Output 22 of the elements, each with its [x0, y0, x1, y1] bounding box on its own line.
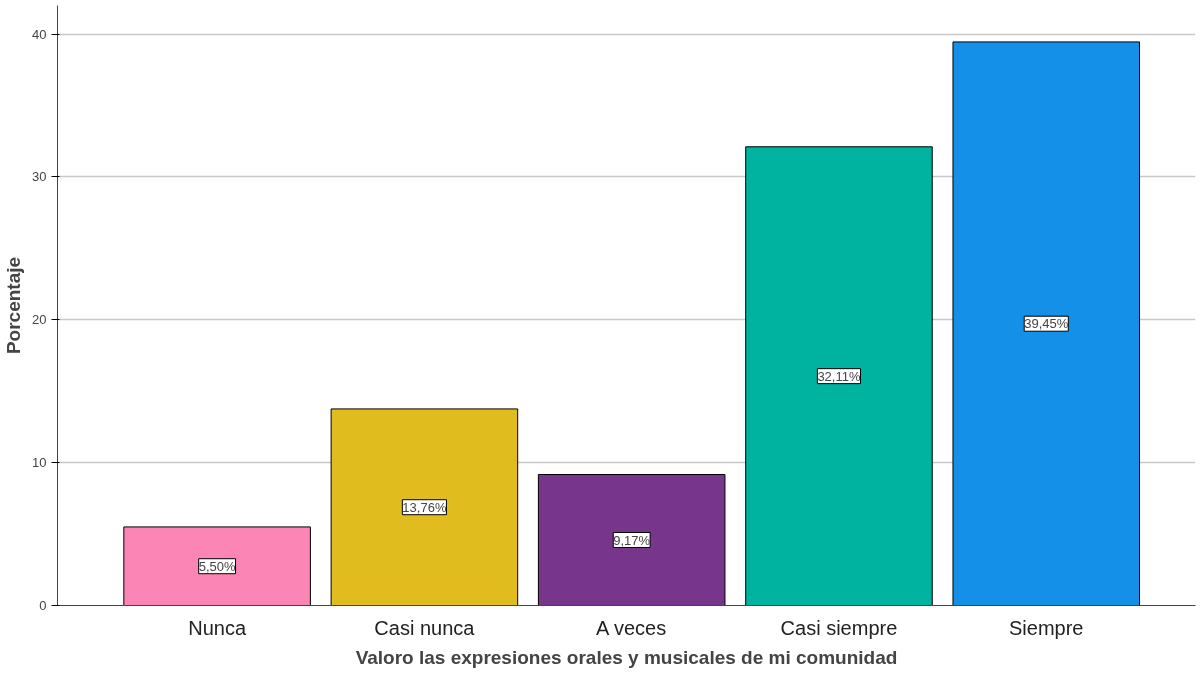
- x-tick-label: A veces: [596, 616, 667, 639]
- data-label: 13,76%: [402, 499, 447, 515]
- y-tick-label: 0: [39, 598, 47, 613]
- bar: [745, 146, 933, 606]
- data-label: 9,17%: [613, 532, 651, 548]
- x-axis-title: Valoro las expresiones orales y musicales de mi comunidad: [355, 646, 898, 668]
- x-tick-label: Siempre: [1009, 616, 1084, 639]
- bar: [123, 526, 311, 606]
- y-tick-label: 20: [32, 312, 47, 328]
- y-axis-title: Porcentaje: [3, 256, 25, 355]
- data-label: 39,45%: [1024, 316, 1069, 332]
- bar: [330, 408, 519, 606]
- y-tick-label: 30: [32, 169, 47, 185]
- data-label: 32,11%: [817, 368, 861, 384]
- y-tick-label: 40: [32, 26, 47, 42]
- x-tick-label: Casi siempre: [780, 616, 898, 639]
- y-tick-label: 10: [32, 455, 47, 471]
- x-tick-label: Casi nunca: [374, 616, 476, 639]
- data-label: 5,50%: [198, 558, 236, 574]
- bar: [952, 41, 1141, 606]
- bar: [537, 474, 726, 606]
- x-tick-label: Nunca: [188, 616, 247, 639]
